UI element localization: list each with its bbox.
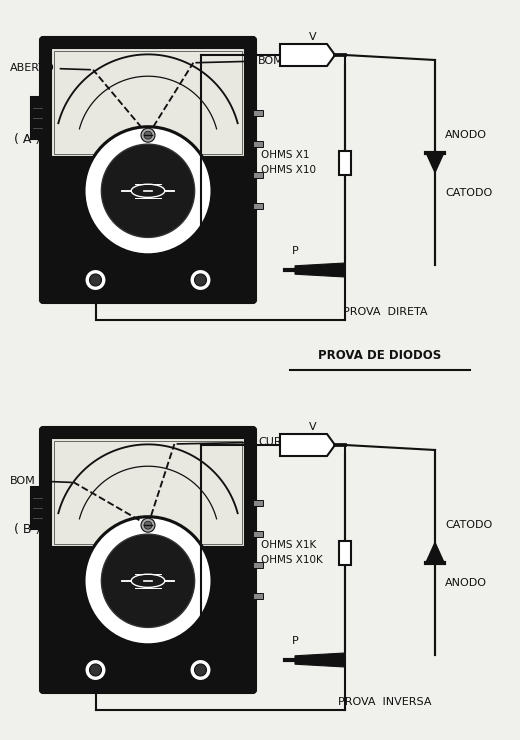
Text: CATODO: CATODO [445,519,492,530]
Text: V: V [309,422,316,432]
FancyBboxPatch shape [40,427,256,693]
Circle shape [84,269,107,291]
Text: ( B ): ( B ) [14,523,41,536]
Text: ABERTO: ABERTO [10,63,90,73]
Circle shape [84,659,107,681]
Text: PROVA  INVERSA: PROVA INVERSA [338,697,432,707]
Circle shape [194,664,206,676]
Circle shape [141,518,155,532]
Bar [31,97,44,139]
Bar [54,441,242,544]
Circle shape [141,128,155,142]
Ellipse shape [131,184,165,198]
Text: V: V [309,32,316,42]
Text: ( A ): ( A ) [14,133,40,147]
Polygon shape [426,152,444,172]
Bar [253,110,263,115]
Bar [253,141,263,147]
Bar [253,531,263,537]
Circle shape [89,274,101,286]
Circle shape [194,274,206,286]
Text: CATODO: CATODO [445,187,492,198]
Text: -: - [90,641,96,655]
Text: +: + [193,641,204,655]
Text: BOM: BOM [196,56,284,66]
Polygon shape [426,542,444,562]
Text: +: + [193,251,204,265]
Text: BOM: BOM [10,476,71,485]
Text: -: - [90,251,96,265]
Text: ANODO: ANODO [445,577,487,588]
Bar [253,172,263,178]
Circle shape [144,521,152,529]
Circle shape [189,269,212,291]
Text: PROVA  DIRETA: PROVA DIRETA [343,307,427,317]
Text: CURTO: CURTO [177,437,296,447]
Bar [51,438,245,547]
Text: P: P [292,246,298,256]
Polygon shape [295,263,345,277]
Text: OHMS X1: OHMS X1 [261,150,309,160]
Circle shape [144,131,152,139]
Bar [54,51,242,154]
Text: OHMS X10K: OHMS X10K [261,555,323,565]
Circle shape [84,127,212,255]
FancyBboxPatch shape [40,37,256,303]
Polygon shape [280,434,335,456]
Text: OHMS X1K: OHMS X1K [261,540,316,550]
Circle shape [89,664,101,676]
Bar [253,593,263,599]
Bar [339,540,351,565]
Circle shape [101,144,194,238]
Circle shape [189,659,212,681]
Ellipse shape [131,574,165,588]
Bar [253,500,263,506]
Text: OHMS X10: OHMS X10 [261,165,316,175]
Polygon shape [280,44,335,66]
Text: P: P [292,636,298,646]
Bar [49,266,247,294]
Bar [253,562,263,568]
Text: ANODO: ANODO [445,130,487,140]
Bar [339,150,351,175]
Circle shape [84,517,212,645]
Circle shape [101,534,194,628]
Text: PROVA DE DIODOS: PROVA DE DIODOS [318,349,441,362]
Bar [49,656,247,684]
Bar [31,487,44,529]
Bar [253,204,263,209]
Bar [51,48,245,157]
Polygon shape [295,653,345,667]
